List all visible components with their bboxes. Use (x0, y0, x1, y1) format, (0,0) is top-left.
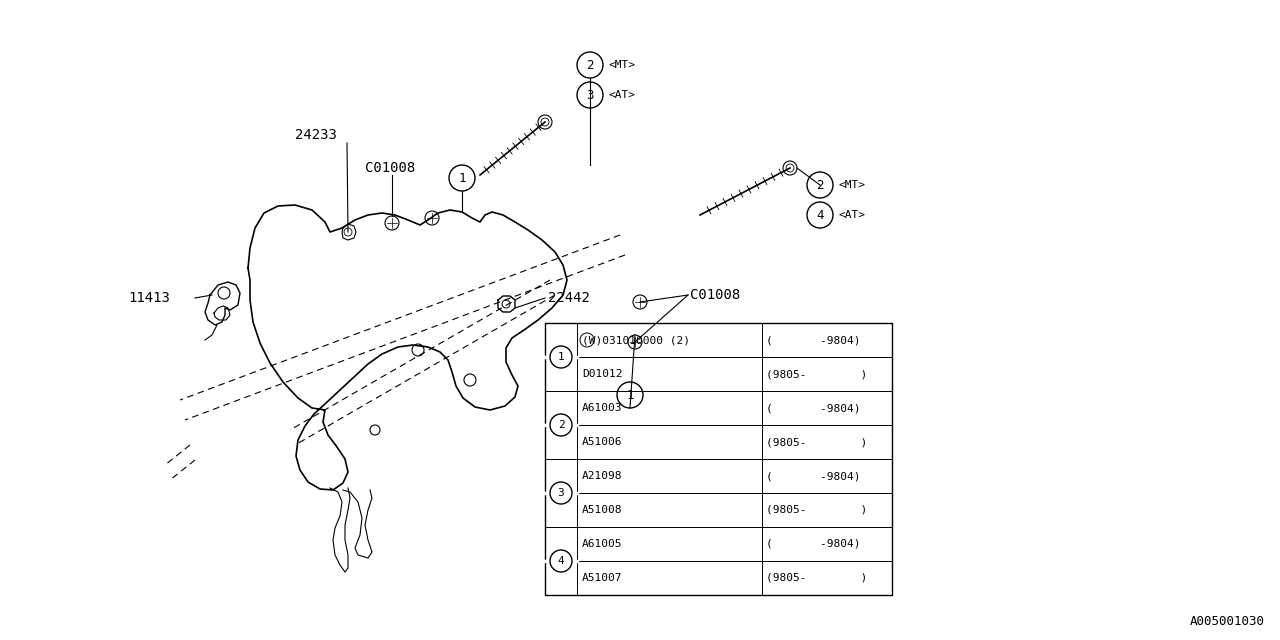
Text: (9805-        ): (9805- ) (765, 573, 868, 583)
Text: 1: 1 (458, 172, 466, 184)
Text: 1: 1 (626, 388, 634, 401)
Text: 4: 4 (558, 556, 564, 566)
Text: <MT>: <MT> (838, 180, 865, 190)
Text: A005001030: A005001030 (1190, 615, 1265, 628)
Text: C01008: C01008 (365, 161, 415, 175)
Text: 2: 2 (817, 179, 824, 191)
Text: A61005: A61005 (582, 539, 622, 549)
Text: D01012: D01012 (582, 369, 622, 379)
Text: <MT>: <MT> (608, 60, 635, 70)
Text: (       -9804): ( -9804) (765, 539, 860, 549)
Text: A61003: A61003 (582, 403, 622, 413)
Text: 3: 3 (586, 88, 594, 102)
Text: (9805-        ): (9805- ) (765, 505, 868, 515)
Text: 24233: 24233 (294, 128, 337, 142)
Bar (545, 323, 892, 595)
Text: 2: 2 (586, 58, 594, 72)
Text: A51006: A51006 (582, 437, 622, 447)
Text: (W)031010000 (2): (W)031010000 (2) (582, 335, 690, 345)
Text: A51008: A51008 (582, 505, 622, 515)
Text: (       -9804): ( -9804) (765, 335, 860, 345)
Text: 22442: 22442 (548, 291, 590, 305)
Text: C01008: C01008 (690, 288, 740, 302)
Text: A21098: A21098 (582, 471, 622, 481)
Text: 2: 2 (558, 420, 564, 430)
Text: (       -9804): ( -9804) (765, 471, 860, 481)
Text: <AT>: <AT> (838, 210, 865, 220)
Text: A51007: A51007 (582, 573, 622, 583)
Text: 3: 3 (558, 488, 564, 498)
Text: (       -9804): ( -9804) (765, 403, 860, 413)
Text: 11413: 11413 (128, 291, 170, 305)
Text: 1: 1 (558, 352, 564, 362)
Text: 4: 4 (817, 209, 824, 221)
Text: <AT>: <AT> (608, 90, 635, 100)
Text: (9805-        ): (9805- ) (765, 369, 868, 379)
Text: (9805-        ): (9805- ) (765, 437, 868, 447)
